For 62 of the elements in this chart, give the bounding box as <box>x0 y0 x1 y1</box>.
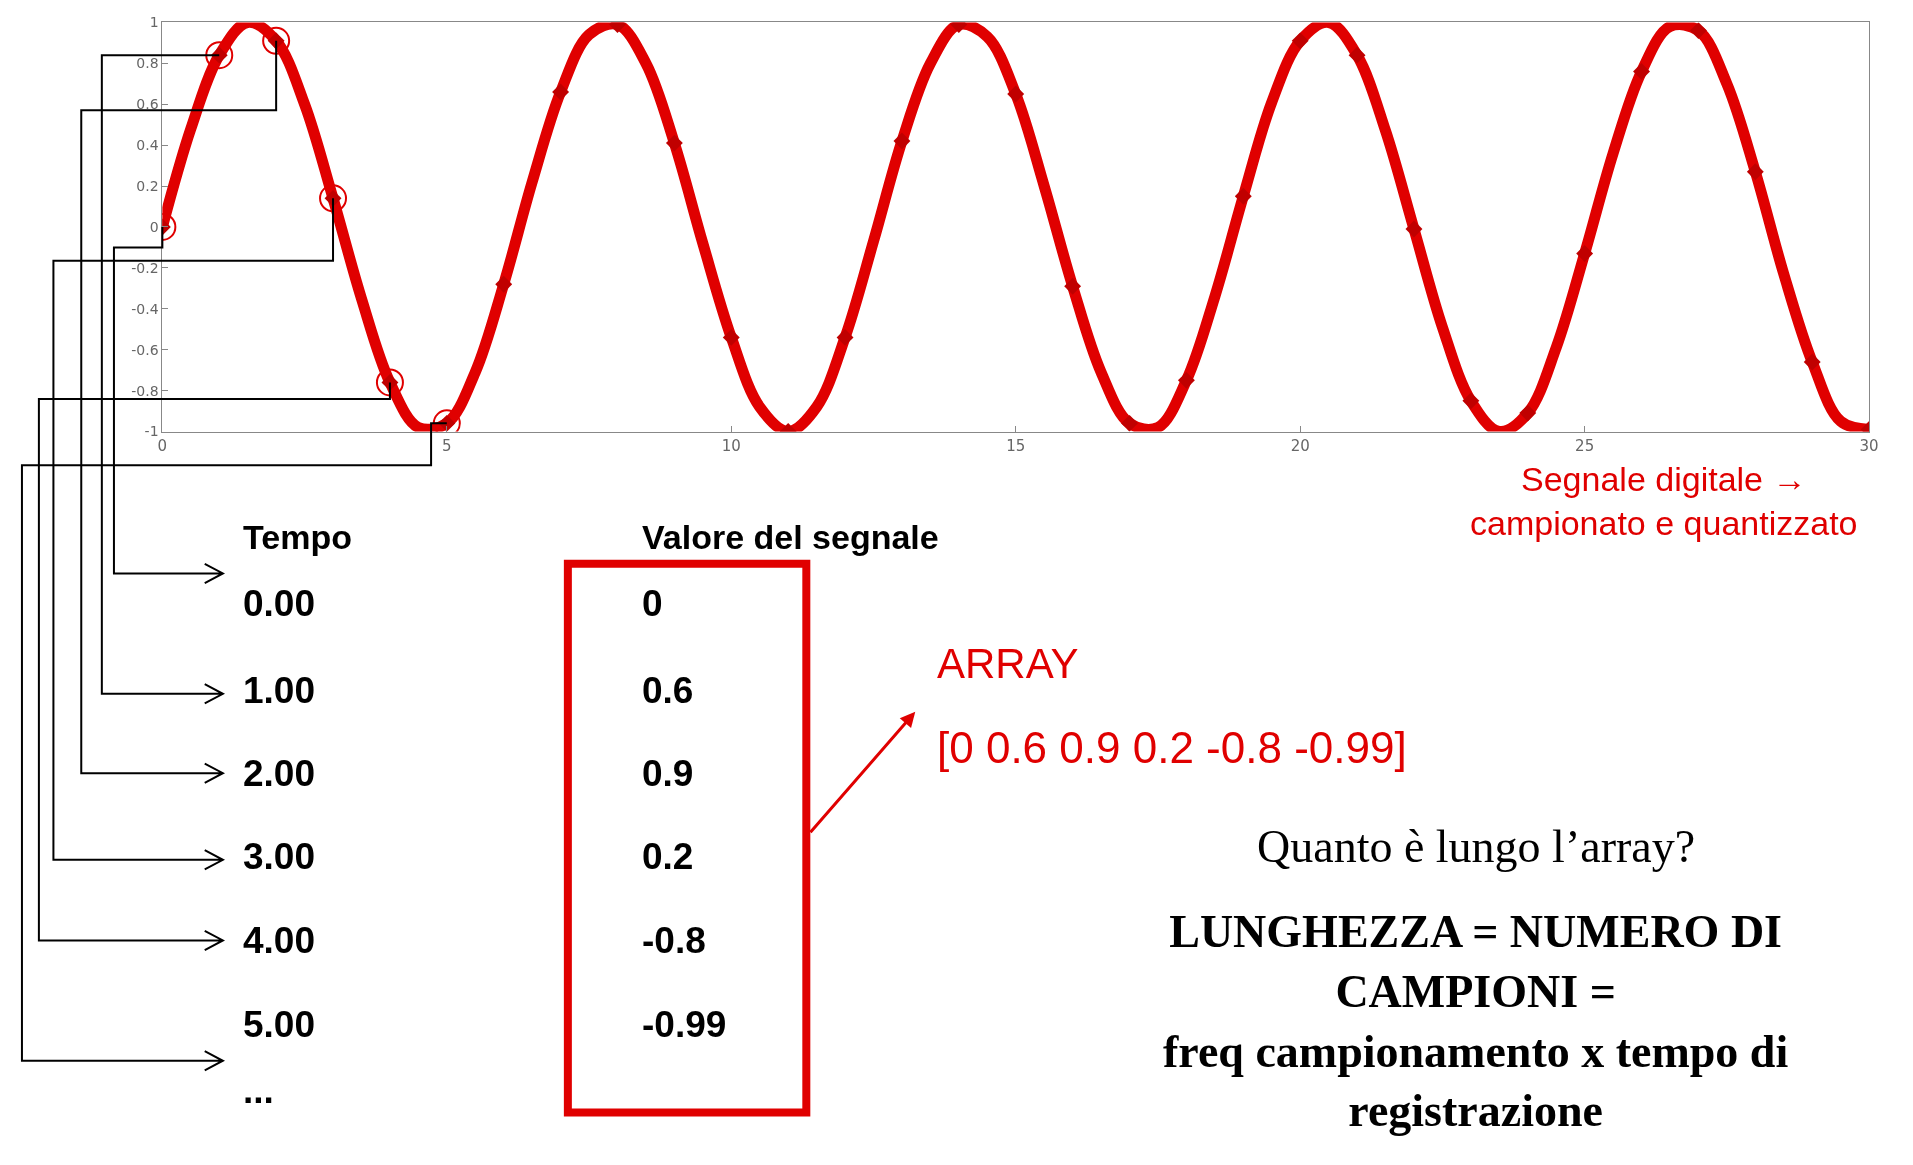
point <box>1746 163 1764 181</box>
text: ... <box>243 1070 274 1111</box>
annotation: 3.00 <box>243 836 316 877</box>
text: 0.2 <box>642 836 694 877</box>
y-tick-label: 1 <box>149 14 159 31</box>
annotation: 0.00 <box>243 583 316 624</box>
y-tick-label: -0.6 <box>131 341 159 358</box>
point <box>665 134 683 152</box>
text: Tempo <box>243 518 352 556</box>
annotation: 1.00 <box>243 670 316 711</box>
point <box>1803 353 1821 371</box>
text: Valore del segnale <box>642 518 939 556</box>
point <box>1291 32 1309 50</box>
point <box>205 41 234 70</box>
text: 0 <box>642 583 663 624</box>
point <box>1064 277 1082 295</box>
text: Quanto è lungo l’array? <box>1257 821 1696 872</box>
text: ARRAY <box>937 640 1079 687</box>
point <box>1689 22 1707 40</box>
point <box>1177 371 1195 389</box>
point <box>262 26 291 55</box>
text: -0.8 <box>642 920 706 961</box>
point <box>1462 392 1480 410</box>
point <box>552 83 570 101</box>
y-tick-label: -1 <box>144 423 159 440</box>
y-tick-label: -0.8 <box>131 382 159 399</box>
y-tick-label: -0.4 <box>131 300 159 317</box>
annotation: 2.00 <box>243 753 316 794</box>
text: 0.6 <box>642 670 694 711</box>
point <box>495 275 513 293</box>
text: 0.9 <box>642 753 694 794</box>
point <box>1121 414 1138 432</box>
y-tick-label: 0 <box>149 218 159 235</box>
y-tick-label: 0.2 <box>136 177 159 194</box>
point <box>1234 187 1252 205</box>
point <box>319 184 348 213</box>
point <box>1633 63 1650 80</box>
point <box>1007 85 1025 103</box>
text: -0.99 <box>642 1004 727 1045</box>
point <box>1405 220 1423 238</box>
point <box>893 132 911 150</box>
text: LUNGHEZZA = NUMERO DI CAMPIONI = freq campionamento x tempo di registrazione <box>1163 906 1789 1137</box>
point <box>1576 245 1594 263</box>
y-tick-label: 0.8 <box>136 55 159 72</box>
point <box>836 328 854 346</box>
y-tick-label: 0.6 <box>136 96 159 113</box>
point <box>722 328 740 346</box>
point <box>375 368 404 397</box>
x-tick-label: 10 <box>721 436 741 455</box>
x-tick-label: 5 <box>442 436 452 455</box>
text: [0 0.6 0.9 0.2 -0.8 -0.99] <box>937 723 1407 772</box>
text: Segnale digitale → campionato e quantizzato <box>1470 460 1858 543</box>
x-tick-label: 15 <box>1006 436 1026 455</box>
x-tick-label: 30 <box>1859 436 1879 455</box>
point <box>1519 404 1537 422</box>
annotation: 4.00 <box>243 920 316 961</box>
x-tick-label: 25 <box>1575 436 1595 455</box>
point <box>1348 46 1366 64</box>
y-tick-label: 0.4 <box>136 137 159 154</box>
annotation: 5.00 <box>243 1004 316 1045</box>
x-tick-label: 20 <box>1290 436 1310 455</box>
y-tick-label: -0.2 <box>131 259 159 276</box>
